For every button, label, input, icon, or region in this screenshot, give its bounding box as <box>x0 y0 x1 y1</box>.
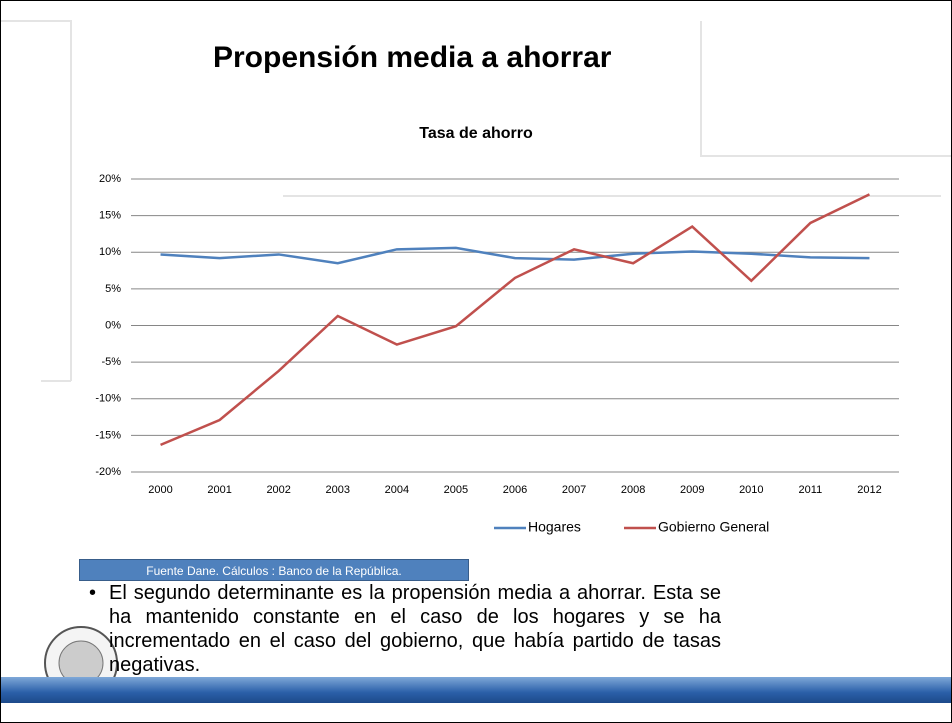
slide-title: Propensión media a ahorrar <box>213 41 612 74</box>
y-tick-label: -10% <box>95 393 121 405</box>
y-tick-label: -15% <box>95 429 121 441</box>
legend-label: Gobierno General <box>658 519 769 535</box>
x-tick-label: 2011 <box>799 484 823 496</box>
x-tick-label: 2010 <box>739 484 763 496</box>
legend-label: Hogares <box>528 519 581 535</box>
x-tick-label: 2004 <box>385 484 409 496</box>
series-line <box>160 193 871 447</box>
x-tick-label: 2002 <box>266 484 290 496</box>
source-box: Fuente Dane. Cálculos : Banco de la Repú… <box>79 559 469 581</box>
y-tick-label: 5% <box>105 283 121 295</box>
x-tick-label: 2000 <box>148 484 172 496</box>
y-tick-label: 10% <box>99 246 121 258</box>
y-tick-label: 0% <box>105 319 121 331</box>
x-tick-label: 2003 <box>326 484 350 496</box>
y-tick-label: -20% <box>95 466 121 478</box>
x-tick-label: 2008 <box>621 484 645 496</box>
footer-band <box>1 677 951 703</box>
bullet-text: El segundo determinante es la propensión… <box>109 582 721 676</box>
x-tick-label: 2009 <box>680 484 704 496</box>
chart-title: Tasa de ahorro <box>419 125 533 142</box>
series-line <box>160 246 870 265</box>
x-tick-label: 2007 <box>562 484 586 496</box>
y-tick-label: 20% <box>99 173 121 185</box>
x-tick-label: 2001 <box>207 484 231 496</box>
bullet-dot: • <box>89 582 97 604</box>
x-tick-label: 2012 <box>857 484 881 496</box>
x-tick-label: 2005 <box>444 484 468 496</box>
x-tick-label: 2006 <box>503 484 527 496</box>
decoration <box>1 20 951 382</box>
y-tick-label: -5% <box>101 356 121 368</box>
y-tick-label: 15% <box>99 210 121 222</box>
